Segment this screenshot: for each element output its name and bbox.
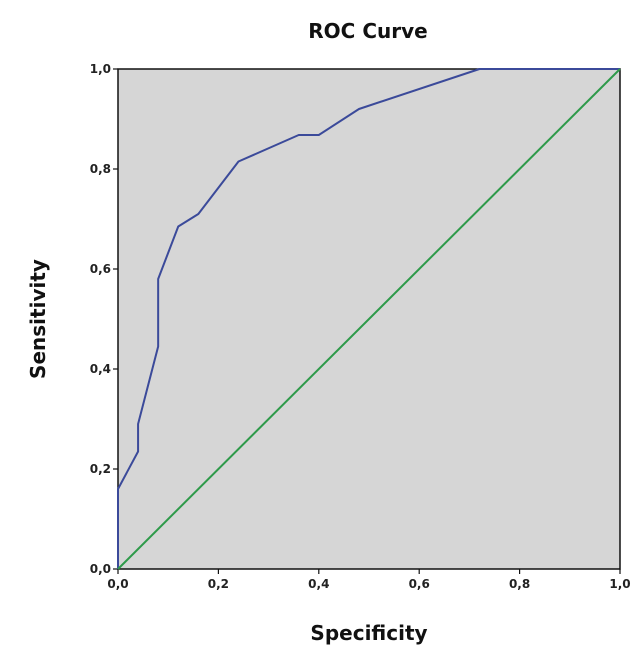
series-layer [117, 68, 621, 570]
x-tick-label: 0,2 [208, 577, 229, 591]
x-axis-title: Specificity [310, 621, 427, 645]
y-tick-label: 1,0 [90, 62, 111, 76]
x-tick-label: 0,4 [308, 577, 329, 591]
reference-line [117, 68, 621, 570]
x-tick-label: 1,0 [609, 577, 630, 591]
roc-curve-line [117, 68, 620, 569]
y-tick-label: 0,0 [90, 562, 111, 576]
y-axis: 0,0 0,2 0,4 0,6 0,8 1,0 [90, 62, 118, 576]
y-tick-label: 0,4 [90, 362, 111, 376]
y-tick-label: 0,6 [90, 262, 111, 276]
chart-title: ROC Curve [308, 19, 427, 43]
x-axis: 0,0 0,2 0,4 0,6 0,8 1,0 [107, 569, 631, 591]
y-tick-label: 0,8 [90, 162, 111, 176]
x-tick-label: 0,6 [409, 577, 430, 591]
y-tick-label: 0,2 [90, 462, 111, 476]
x-tick-label: 0,8 [509, 577, 530, 591]
x-tick-label: 0,0 [107, 577, 128, 591]
y-axis-title: Sensitivity [26, 259, 50, 379]
